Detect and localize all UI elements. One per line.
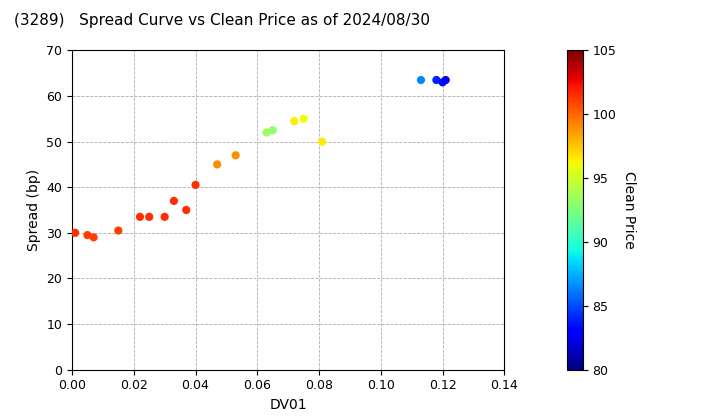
Point bbox=[261, 129, 272, 136]
Point bbox=[134, 213, 145, 220]
Point bbox=[112, 227, 124, 234]
Point bbox=[69, 229, 81, 236]
Point bbox=[437, 79, 449, 86]
Point bbox=[212, 161, 223, 168]
Point bbox=[181, 207, 192, 213]
Point bbox=[267, 127, 279, 134]
Point bbox=[143, 213, 155, 220]
Point bbox=[81, 232, 93, 239]
Point bbox=[159, 213, 171, 220]
Y-axis label: Clean Price: Clean Price bbox=[621, 171, 636, 249]
Point bbox=[190, 181, 202, 188]
Point bbox=[415, 77, 427, 84]
Point bbox=[431, 77, 442, 84]
Point bbox=[289, 118, 300, 124]
Y-axis label: Spread (bp): Spread (bp) bbox=[27, 169, 41, 251]
Point bbox=[230, 152, 241, 159]
Point bbox=[298, 116, 310, 122]
X-axis label: DV01: DV01 bbox=[269, 398, 307, 412]
Point bbox=[440, 77, 451, 84]
Point bbox=[88, 234, 99, 241]
Point bbox=[168, 197, 180, 204]
Point bbox=[316, 138, 328, 145]
Text: (3289)   Spread Curve vs Clean Price as of 2024/08/30: (3289) Spread Curve vs Clean Price as of… bbox=[14, 13, 431, 28]
